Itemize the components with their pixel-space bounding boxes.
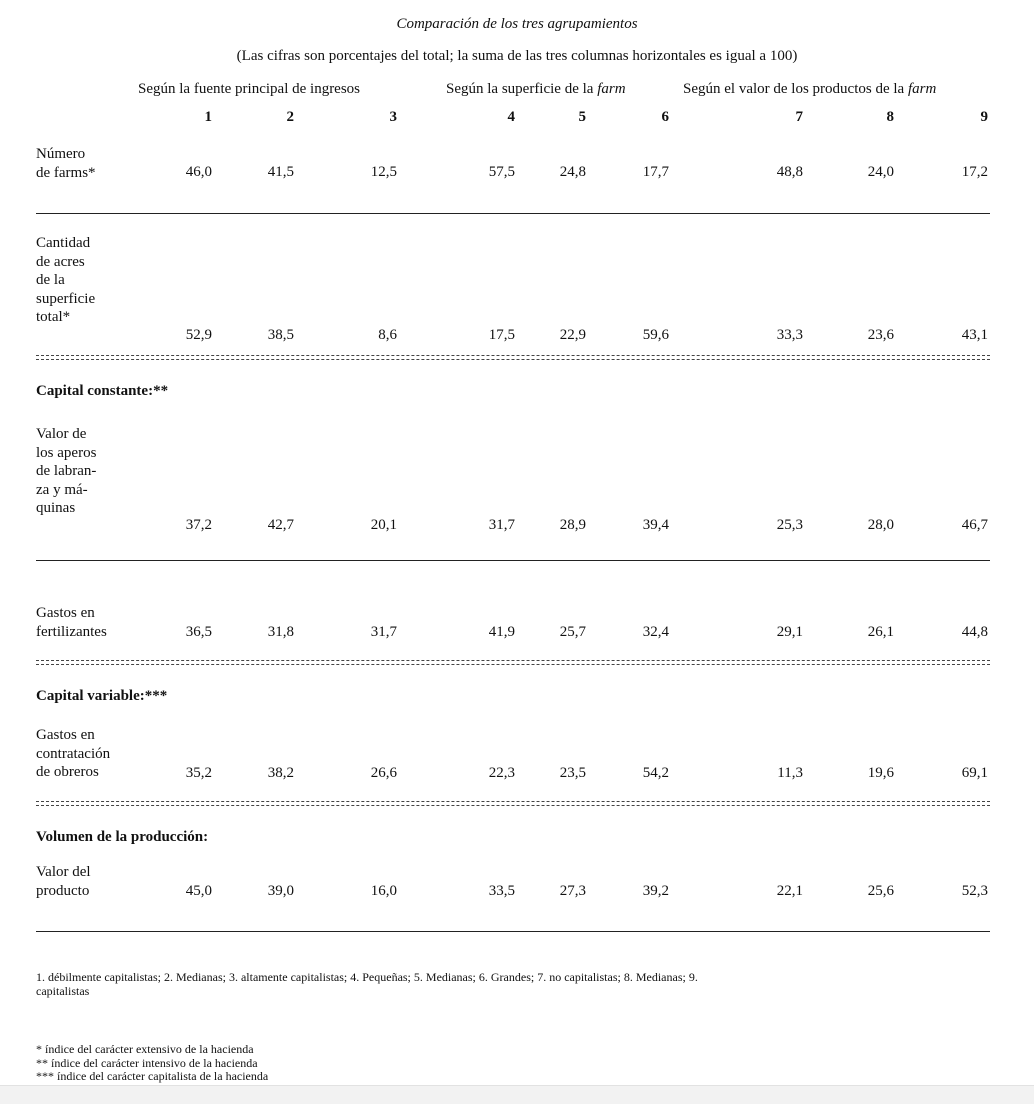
section-heading-capital-variable: Capital variable:*** (36, 688, 168, 704)
table-cell: 52,3 (961, 883, 988, 899)
table-cell: 41,5 (267, 164, 294, 180)
footnote-extensivo: * índice del carácter extensivo de la ha… (36, 1042, 254, 1056)
column-header-2: 2 (286, 109, 295, 125)
table-cell: 45,0 (185, 883, 212, 899)
table-cell: 44,8 (961, 624, 988, 640)
table-cell: 48,8 (776, 164, 803, 180)
row-divider (36, 560, 990, 561)
row-divider (36, 213, 990, 214)
row-label-gastos-obreros: Gastos en contratación de obreros (36, 727, 111, 781)
table-cell: 39,4 (642, 517, 669, 533)
table-cell: 23,6 (867, 327, 894, 343)
row-label-valor-producto: Valor del producto (36, 864, 91, 899)
table-cell: 24,8 (559, 164, 586, 180)
table-title: Comparación de los tres agrupamientos (396, 16, 638, 32)
table-cell: 25,6 (867, 883, 894, 899)
section-divider (36, 801, 990, 806)
row-label-valor-aperos: Valor de los aperos de labran- za y má- … (36, 426, 97, 517)
column-header-1: 1 (204, 109, 213, 125)
section-divider (36, 355, 990, 360)
column-header-3: 3 (389, 109, 398, 125)
column-header-7: 7 (795, 109, 804, 125)
table-cell: 37,2 (185, 517, 212, 533)
table-cell: 27,3 (559, 883, 586, 899)
column-header-6: 6 (661, 109, 670, 125)
table-cell: 69,1 (961, 765, 988, 781)
table-cell: 17,5 (488, 327, 515, 343)
table-cell: 22,9 (559, 327, 586, 343)
table-cell: 36,5 (185, 624, 212, 640)
table-cell: 43,1 (961, 327, 988, 343)
table-cell: 54,2 (642, 765, 669, 781)
section-heading-capital-constante: Capital constante:** (36, 383, 169, 399)
footnote-capitalista: *** índice del carácter capitalista de l… (36, 1069, 269, 1083)
table-cell: 57,5 (488, 164, 515, 180)
footnote-intensivo: ** índice del carácter intensivo de la h… (36, 1055, 258, 1070)
table-cell: 59,6 (642, 327, 669, 343)
table-cell: 12,5 (370, 164, 397, 180)
column-header-8: 8 (886, 109, 895, 125)
table-cell: 38,5 (267, 327, 294, 343)
table-cell: 46,0 (185, 164, 212, 180)
table-cell: 19,6 (867, 765, 894, 781)
table-cell: 35,2 (185, 765, 212, 781)
table-cell: 32,4 (642, 624, 669, 640)
table-cell: 28,9 (559, 517, 586, 533)
group-header-value: Según el valor de los productos de la fa… (683, 81, 937, 97)
table-subtitle: (Las cifras son porcentajes del total; l… (236, 48, 798, 64)
row-label-gastos-fertilizantes: Gastos en fertilizantes (36, 605, 107, 640)
viewer-bottom-bar (0, 1085, 1034, 1104)
column-legend: 1. débilmente capitalistas; 2. Medianas;… (36, 970, 990, 998)
table-cell: 16,0 (370, 883, 397, 899)
table-cell: 33,5 (488, 883, 515, 899)
row-label-cantidad-acres: Cantidad de acres de la superficie total… (36, 235, 96, 326)
table-cell: 8,6 (378, 327, 397, 343)
table-cell: 17,2 (961, 164, 988, 180)
table-cell: 22,1 (776, 883, 803, 899)
column-legend-line: 1. débilmente capitalistas; 2. Medianas;… (36, 970, 698, 984)
table-cell: 26,6 (370, 765, 397, 781)
table-cell: 42,7 (267, 517, 294, 533)
table-cell: 23,5 (559, 765, 586, 781)
table-cell: 29,1 (776, 624, 803, 640)
table-cell: 20,1 (370, 517, 397, 533)
table-cell: 25,7 (559, 624, 586, 640)
table-cell: 11,3 (777, 765, 803, 781)
column-legend-line: capitalistas (36, 984, 90, 998)
table-cell: 46,7 (961, 517, 988, 533)
table-cell: 28,0 (867, 517, 894, 533)
column-header-4: 4 (507, 109, 516, 125)
table-cell: 39,0 (267, 883, 294, 899)
row-label-numero-farms: Número de farms* (36, 146, 96, 181)
section-heading-volumen: Volumen de la producción: (36, 829, 209, 845)
table-cell: 31,7 (488, 517, 515, 533)
table-cell: 26,1 (867, 624, 894, 640)
table-cell: 31,8 (267, 624, 294, 640)
table-cell: 33,3 (776, 327, 803, 343)
table-cell: 41,9 (488, 624, 515, 640)
group-header-income: Según la fuente principal de ingresos (138, 81, 361, 97)
row-divider (36, 931, 990, 932)
table-cell: 31,7 (370, 624, 397, 640)
table-cell: 25,3 (776, 517, 803, 533)
table-cell: 52,9 (185, 327, 212, 343)
table-cell: 17,7 (642, 164, 669, 180)
group-header-surface: Según la superficie de la farm (446, 81, 626, 97)
footnotes: * índice del carácter extensivo de la ha… (36, 1042, 269, 1084)
table-cell: 24,0 (867, 164, 894, 180)
table-cell: 39,2 (642, 883, 669, 899)
table-cell: 38,2 (267, 765, 294, 781)
column-header-5: 5 (578, 109, 587, 125)
section-divider (36, 660, 990, 665)
column-header-9: 9 (980, 109, 989, 125)
table-cell: 22,3 (488, 765, 515, 781)
